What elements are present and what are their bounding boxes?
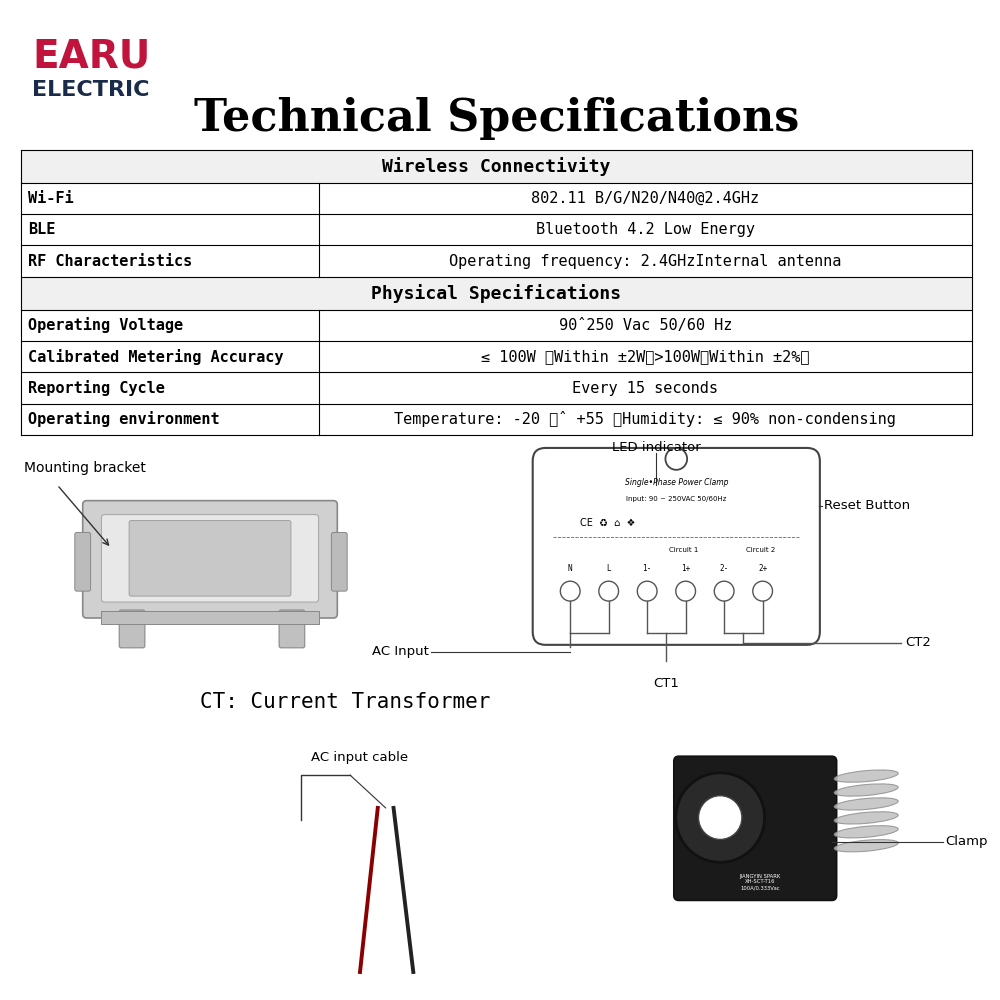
Text: EARU: EARU [32, 38, 151, 76]
Text: ≤ 100W （Within ±2W）>100W（Within ±2%）: ≤ 100W （Within ±2W）>100W（Within ±2%） [481, 349, 809, 364]
FancyBboxPatch shape [129, 521, 291, 596]
Ellipse shape [834, 812, 898, 824]
Circle shape [676, 581, 696, 601]
Text: ELECTRIC: ELECTRIC [32, 80, 150, 100]
Ellipse shape [834, 798, 898, 810]
Circle shape [753, 581, 772, 601]
Bar [21, 150, 972, 183]
Text: Wi-Fi: Wi-Fi [28, 191, 74, 206]
Text: Single•Phase Power Clamp: Single•Phase Power Clamp [625, 478, 728, 487]
Text: Temperature: -20 ℃ˆ +55 ℃Humidity: ≤ 90% non-condensing: Temperature: -20 ℃ˆ +55 ℃Humidity: ≤ 90%… [394, 411, 896, 427]
FancyBboxPatch shape [674, 756, 837, 900]
Text: Wireless Connectivity: Wireless Connectivity [382, 157, 610, 176]
Text: Every 15 seconds: Every 15 seconds [572, 381, 718, 396]
Circle shape [637, 581, 657, 601]
Text: Reset Button: Reset Button [824, 499, 910, 512]
Text: L: L [606, 564, 611, 573]
Text: Circuit 2: Circuit 2 [746, 547, 775, 553]
Circle shape [676, 773, 765, 862]
Ellipse shape [834, 784, 898, 796]
Text: 2-: 2- [720, 564, 729, 573]
FancyBboxPatch shape [533, 448, 820, 645]
Bar [21, 277, 972, 310]
FancyBboxPatch shape [119, 610, 145, 648]
Text: Input: 90 ~ 250VAC 50/60Hz: Input: 90 ~ 250VAC 50/60Hz [626, 496, 726, 502]
FancyBboxPatch shape [101, 515, 319, 602]
Text: CT: Current Transformer: CT: Current Transformer [200, 692, 491, 712]
Text: Operating frequency: 2.4GHzInternal antenna: Operating frequency: 2.4GHzInternal ante… [449, 254, 841, 269]
Text: Mounting bracket: Mounting bracket [24, 461, 146, 475]
Text: AC Input: AC Input [372, 645, 429, 658]
Text: 802.11 B/G/N20/N40@2.4GHz: 802.11 B/G/N20/N40@2.4GHz [531, 191, 759, 206]
Ellipse shape [834, 770, 898, 782]
Text: N: N [568, 564, 573, 573]
Circle shape [560, 581, 580, 601]
Circle shape [665, 448, 687, 470]
Text: Bluetooth 4.2 Low Energy: Bluetooth 4.2 Low Energy [536, 222, 755, 237]
FancyBboxPatch shape [279, 610, 305, 648]
Text: LED indicator: LED indicator [612, 441, 700, 454]
FancyBboxPatch shape [83, 501, 337, 618]
FancyBboxPatch shape [331, 532, 347, 591]
Text: Technical Specifications: Technical Specifications [194, 97, 799, 140]
Ellipse shape [834, 826, 898, 838]
Text: JIANGYIN SPARK
XH-SCT-T16
100A/0.333Vac: JIANGYIN SPARK XH-SCT-T16 100A/0.333Vac [740, 874, 781, 890]
Text: Reporting Cycle: Reporting Cycle [28, 380, 165, 396]
Text: 2+: 2+ [758, 564, 767, 573]
Text: BLE: BLE [28, 222, 56, 237]
Text: Circuit 1: Circuit 1 [669, 547, 698, 553]
Text: 90ˆ250 Vac 50/60 Hz: 90ˆ250 Vac 50/60 Hz [559, 318, 732, 333]
Circle shape [599, 581, 619, 601]
Text: 1+: 1+ [681, 564, 690, 573]
Circle shape [698, 796, 742, 839]
Text: CT2: CT2 [906, 636, 932, 649]
Text: Clamp: Clamp [945, 835, 988, 848]
Text: Calibrated Metering Accuracy: Calibrated Metering Accuracy [28, 349, 284, 365]
Text: Physical Specifications: Physical Specifications [371, 284, 621, 303]
Text: CT1: CT1 [653, 677, 679, 690]
Circle shape [714, 581, 734, 601]
Bar [101, 611, 319, 624]
Text: RF Characteristics: RF Characteristics [28, 254, 193, 269]
Text: CE  ♻  ⌂  ❖: CE ♻ ⌂ ❖ [580, 518, 635, 528]
Text: AC input cable: AC input cable [311, 751, 409, 764]
Text: Operating Voltage: Operating Voltage [28, 317, 184, 333]
FancyBboxPatch shape [75, 532, 91, 591]
Text: 1-: 1- [643, 564, 652, 573]
Ellipse shape [834, 840, 898, 852]
Text: Operating environment: Operating environment [28, 411, 220, 427]
